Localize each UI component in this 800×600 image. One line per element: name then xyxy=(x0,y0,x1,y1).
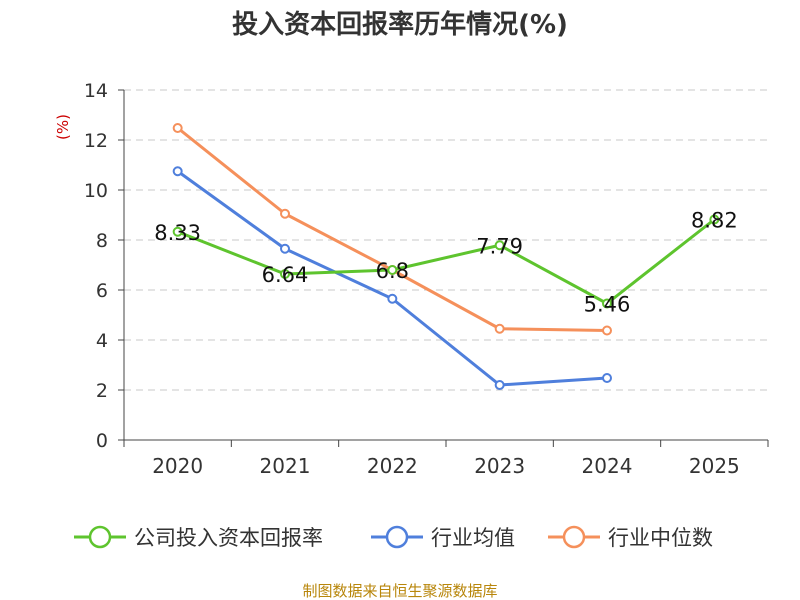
x-tick-label-2020: 2020 xyxy=(152,454,203,478)
data-label-2025: 8.82 xyxy=(691,209,738,233)
data-labels: 8.33 6.64 6.8 7.79 5.46 8.82 xyxy=(154,209,737,317)
series-2-point-2020 xyxy=(172,123,183,133)
legend-label-1: 行业均值 xyxy=(431,526,515,550)
series-0-point-2024 xyxy=(602,298,612,309)
y-tick-label: 4 xyxy=(96,330,108,352)
series-line-0 xyxy=(177,218,716,305)
legend-marker-0 xyxy=(88,525,112,549)
x-tick-label-2021: 2021 xyxy=(260,454,311,478)
y-tick-label: 2 xyxy=(96,380,108,402)
series-0-point-2021 xyxy=(280,269,290,279)
data-label-2020: 8.33 xyxy=(154,221,201,245)
series-0-point-2020 xyxy=(172,226,183,237)
chart-title: 投入资本回报率历年情况(%) xyxy=(232,9,568,40)
legend-marker-1 xyxy=(385,525,409,549)
source-note: 制图数据来自恒生聚源数据库 xyxy=(302,582,497,600)
series-0-point-2023 xyxy=(494,240,505,251)
series-1-point-2021 xyxy=(280,243,290,254)
legend-label-2: 行业中位数 xyxy=(608,526,713,550)
data-label-2023: 7.79 xyxy=(476,234,523,258)
data-label-2024: 5.46 xyxy=(584,293,631,317)
data-label-2022: 6.8 xyxy=(376,259,409,283)
grid-lines xyxy=(124,89,768,391)
series-0-point-2022 xyxy=(387,265,398,275)
series-2-point-2024 xyxy=(602,325,612,336)
y-axis-unit-label: (%) xyxy=(54,114,72,140)
y-tick-label: 12 xyxy=(84,130,108,152)
x-tick-label-2023: 2023 xyxy=(474,454,525,478)
y-tick-label: 0 xyxy=(96,430,108,452)
x-tick-label-2024: 2024 xyxy=(582,454,633,478)
y-tick-label: 8 xyxy=(96,230,108,252)
series-group xyxy=(172,123,720,390)
x-tick-label-2022: 2022 xyxy=(367,454,418,478)
axes: 0 2 4 6 8 10 12 14 2020 2021 2022 2023 2024 2025 xyxy=(84,80,769,478)
series-1-point-2022 xyxy=(387,293,398,304)
data-label-2021: 6.64 xyxy=(262,263,309,287)
legend: 公司投入资本回报率 行业均值 行业中位数 xyxy=(74,525,713,550)
x-tick-label-2025: 2025 xyxy=(689,454,740,478)
legend-marker-2 xyxy=(562,525,586,549)
series-0-point-2025 xyxy=(709,214,720,225)
series-2-point-2023 xyxy=(494,323,505,334)
y-tick-label: 10 xyxy=(84,180,108,202)
series-1-point-2023 xyxy=(494,380,505,390)
series-2-point-2021 xyxy=(280,208,290,219)
y-tick-label: 14 xyxy=(84,80,108,102)
series-1-point-2020 xyxy=(172,166,183,177)
legend-label-0: 公司投入资本回报率 xyxy=(134,526,323,550)
series-1-point-2024 xyxy=(602,373,612,383)
y-tick-label: 6 xyxy=(96,280,108,302)
